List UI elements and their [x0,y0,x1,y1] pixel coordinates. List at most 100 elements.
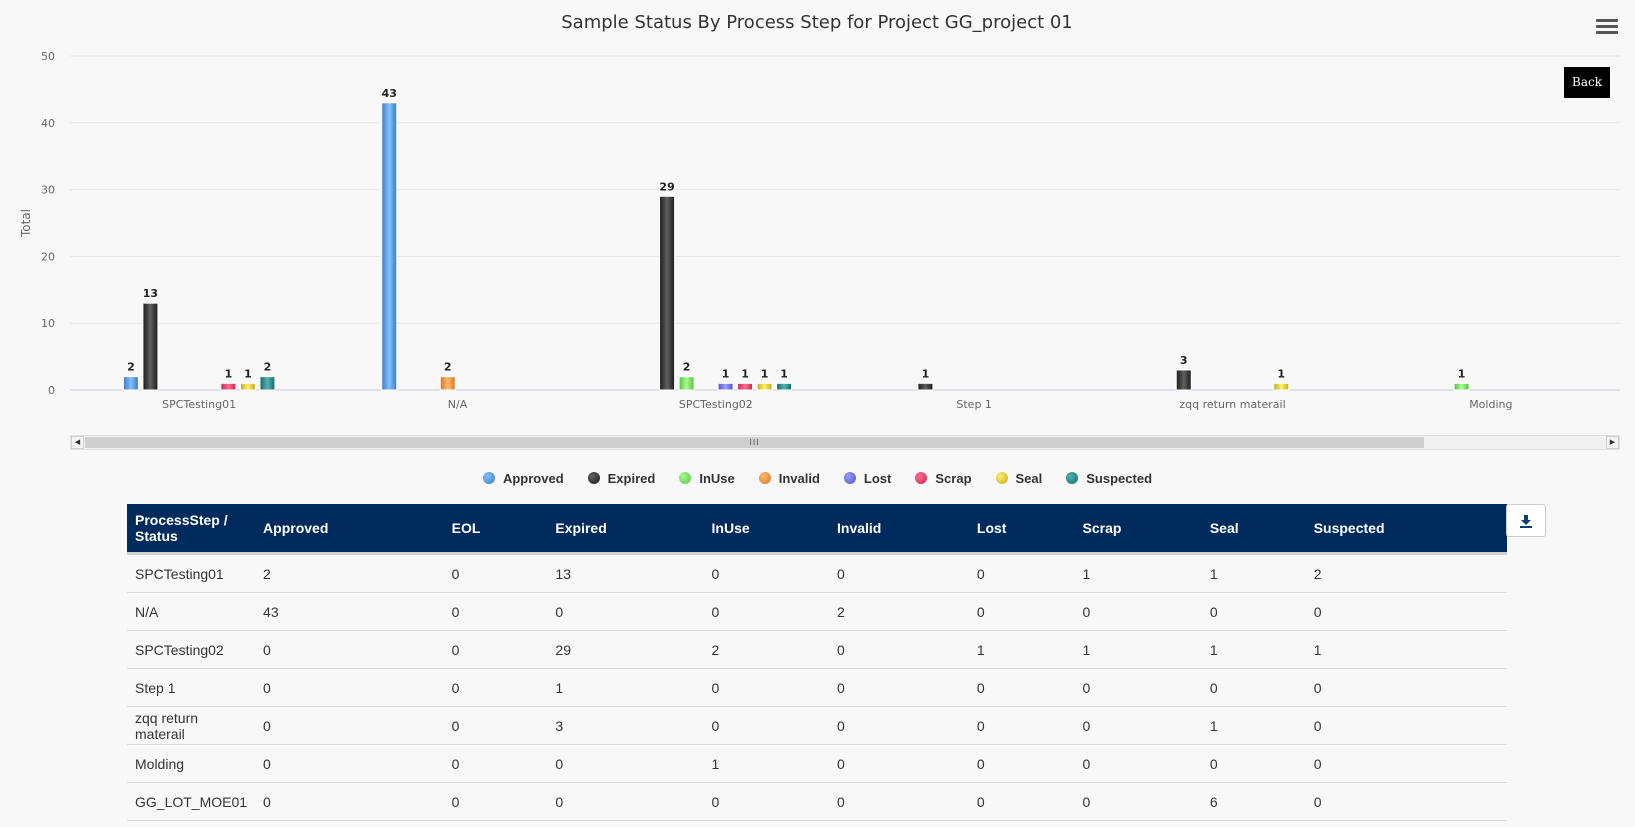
hamburger-menu-icon[interactable] [1596,16,1618,36]
table-cell: SPCTesting02 [127,630,256,669]
bar-suspected [776,382,793,391]
legend-label: Approved [502,470,564,486]
table-cell: GG_LOT_MOE01 [127,782,256,821]
data-label: 1 [761,367,769,380]
table-cell: 6 [1201,782,1306,821]
legend-item-seal[interactable]: Seal [995,468,1043,488]
table-cell: 0 [1074,782,1202,821]
chart-legend: Approved Expired InUse Invalid Lost Scrap Seal… [0,468,1635,488]
legend-label: Seal [1015,470,1043,486]
table-cell: 0 [443,630,548,669]
table-cell: 0 [829,782,969,821]
table-row: N/A 43 0 0 0 2 0 0 0 0 [127,592,1507,631]
legend-item-scrap[interactable]: Scrap [915,468,972,488]
table-cell: 0 [829,744,969,783]
legend-label: Lost [863,470,892,486]
table-cell: 0 [1305,782,1507,821]
bar-inuse [1453,382,1470,391]
data-label: 1 [225,367,233,380]
legend-item-invalid[interactable]: Invalid [758,468,820,488]
table-cell: N/A [127,592,256,631]
legend-label: Expired [607,470,656,486]
table-cell: Molding [127,744,256,783]
table-cell: 0 [968,744,1075,783]
bar-expired [1175,369,1192,391]
table-header-cell: Lost [968,504,1075,555]
table-cell: 1 [968,630,1075,669]
table-cell: 0 [255,706,444,745]
bar-lost [717,382,734,391]
data-label: 2 [264,361,272,374]
table-cell: 0 [968,706,1075,745]
status-table: ProcessStep / Status Approved EOL Expired In… [127,504,1507,821]
table-cell: 0 [1201,744,1306,783]
scroll-left-arrow-icon[interactable]: ◀ [71,436,84,449]
data-label: 1 [741,367,749,380]
table-row: SPCTesting02 0 0 29 2 0 1 1 1 1 [127,630,1507,669]
legend-marker-icon [679,472,692,484]
table-cell: 0 [1305,592,1507,631]
table-cell: 0 [1305,668,1507,707]
table-cell: 0 [1201,592,1306,631]
y-tick-label: 30 [41,184,55,197]
legend-marker-icon [995,472,1008,484]
data-label: 1 [1458,367,1466,380]
legend-item-expired[interactable]: Expired [587,468,656,488]
table-header-cell: Suspected [1305,504,1507,555]
table-cell: 0 [1074,668,1202,707]
table-cell: 0 [255,744,444,783]
table-cell: 13 [547,553,704,593]
table-cell: Step 1 [127,668,256,707]
table-cell: 1 [547,668,704,707]
table-cell: 0 [968,668,1075,707]
x-tick-label: SPCTesting01 [162,398,236,411]
table-header-cell: EOL [443,504,548,555]
table-cell: 0 [255,630,444,669]
table-cell: 0 [703,592,829,631]
scroll-right-arrow-icon[interactable]: ▶ [1606,436,1619,449]
y-tick-label: 40 [41,117,55,130]
legend-item-lost[interactable]: Lost [843,468,892,488]
legend-item-inuse[interactable]: InUse [679,468,735,488]
bar-expired [917,382,934,391]
table-row: SPCTesting01 2 0 13 0 0 0 1 1 2 [127,553,1507,593]
table-cell: 0 [1305,744,1507,783]
scrollbar-thumb[interactable]: III [85,437,1424,448]
data-label: 1 [722,367,730,380]
table-row: zqq return materail 0 0 3 0 0 0 0 1 0 [127,706,1507,745]
data-label: 1 [244,367,252,380]
table-cell: 0 [1305,706,1507,745]
back-button[interactable]: Back [1564,67,1610,98]
chart-scrollbar[interactable]: ◀ III ▶ [70,435,1620,450]
data-label: 3 [1180,354,1188,367]
table-cell: 0 [443,553,548,593]
table-cell: 0 [547,744,704,783]
bar-expired [659,195,676,391]
bar-seal [1273,382,1290,391]
table-cell: 0 [829,553,969,593]
download-button[interactable] [1506,504,1546,537]
table-cell: 0 [968,553,1075,593]
data-label: 29 [659,180,674,193]
table-cell: 0 [443,592,548,631]
table-header-row: ProcessStep / Status Approved EOL Expired In… [127,504,1507,555]
legend-marker-icon [1066,472,1079,484]
bar-expired [142,302,159,391]
table-cell: 43 [255,592,444,631]
table-cell: 0 [255,782,444,821]
y-tick-label: 20 [41,250,55,263]
table-cell: 2 [1305,553,1507,593]
legend-item-approved[interactable]: Approved [482,468,564,488]
data-label: 1 [922,367,930,380]
download-icon [1520,514,1532,528]
table-cell: 2 [829,592,969,631]
x-tick-label: N/A [448,398,468,411]
table-header-cell: InUse [703,504,829,555]
table-cell: 29 [547,630,704,669]
bar-scrap [737,382,754,391]
table-cell: 0 [547,592,704,631]
table-cell: 0 [968,592,1075,631]
legend-item-suspected[interactable]: Suspected [1066,468,1152,488]
y-axis-label: Total [19,209,33,238]
table-cell: 1 [1074,553,1202,593]
